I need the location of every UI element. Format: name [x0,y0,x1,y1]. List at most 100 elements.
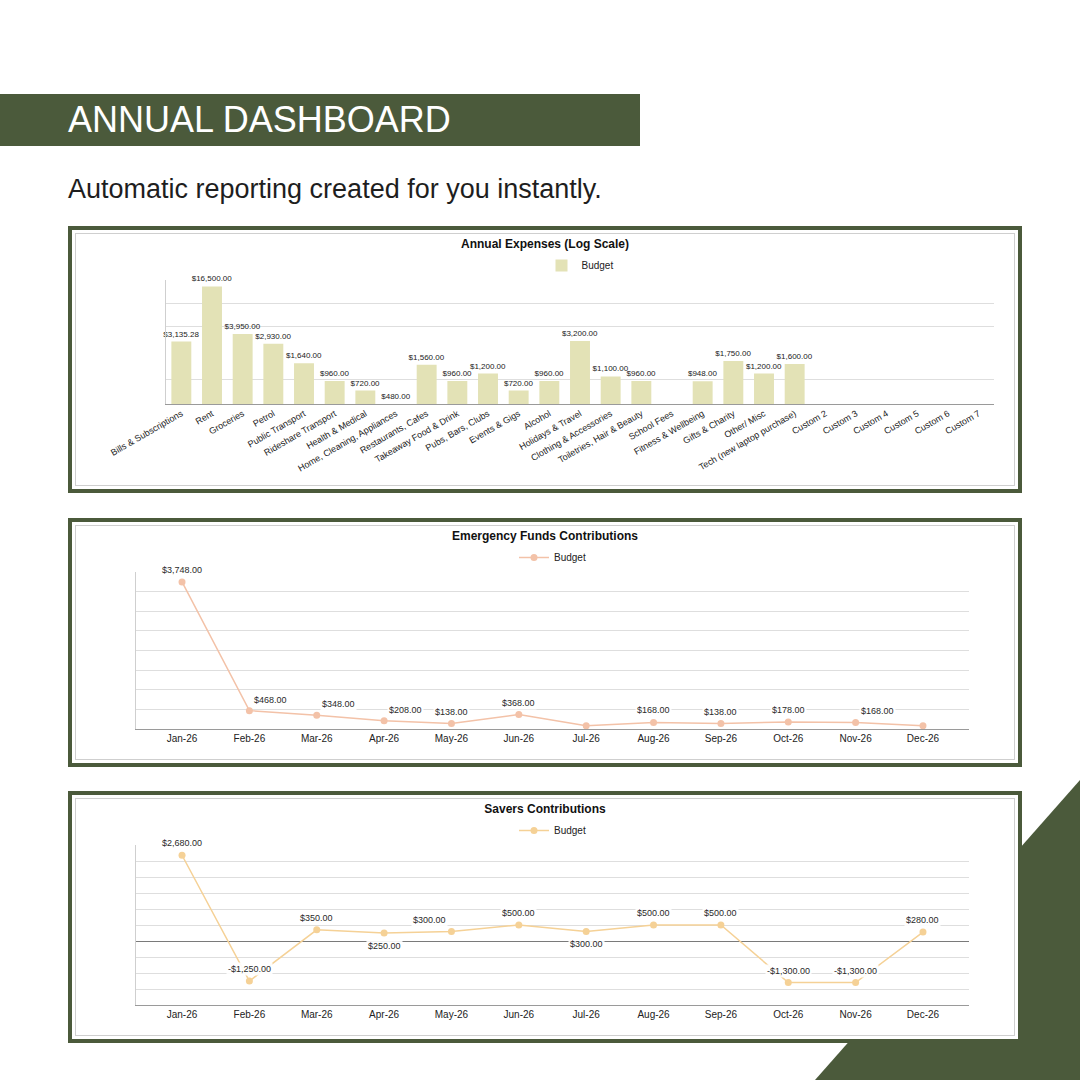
svg-text:-$1,250.00: -$1,250.00 [228,964,271,974]
svg-text:Budget: Budget [554,825,586,836]
svg-text:-$1,300.00: -$1,300.00 [767,966,810,976]
svg-text:$16,500.00: $16,500.00 [192,274,233,283]
svg-text:Other/ Misc: Other/ Misc [722,408,767,440]
svg-text:Budget: Budget [582,260,614,271]
svg-text:$1,100.00: $1,100.00 [593,364,629,373]
svg-text:Aug-26: Aug-26 [637,733,670,744]
svg-text:-$1,300.00: -$1,300.00 [834,966,877,976]
svg-text:School Fees: School Fees [627,408,676,442]
svg-text:Health & Medical: Health & Medical [305,408,369,451]
svg-text:Nov-26: Nov-26 [839,1009,872,1020]
svg-text:Feb-26: Feb-26 [234,1009,266,1020]
svg-text:Dec-26: Dec-26 [907,1009,940,1020]
svg-text:Oct-26: Oct-26 [773,733,803,744]
svg-text:$138.00: $138.00 [435,707,468,717]
svg-text:Mar-26: Mar-26 [301,1009,333,1020]
svg-text:$960.00: $960.00 [627,369,656,378]
svg-text:Bills & Subscriptions: Bills & Subscriptions [109,408,185,458]
svg-text:$368.00: $368.00 [502,698,535,708]
html-text:ANNUAL DASHBOARD: ANNUAL DASHBOARD [68,99,451,140]
svg-text:$1,560.00: $1,560.00 [409,353,445,362]
svg-text:$960.00: $960.00 [320,369,349,378]
svg-text:Annual Expenses (Log Scale): Annual Expenses (Log Scale) [461,237,629,251]
svg-text:$468.00: $468.00 [254,695,287,705]
svg-text:Mar-26: Mar-26 [301,733,333,744]
svg-text:$3,200.00: $3,200.00 [562,329,598,338]
svg-text:Restaurants, Cafes: Restaurants, Cafes [358,408,430,455]
svg-text:Apr-26: Apr-26 [369,1009,399,1020]
svg-text:Jan-26: Jan-26 [167,1009,198,1020]
svg-text:Feb-26: Feb-26 [234,733,266,744]
svg-text:Takeaway Food & Drink: Takeaway Food & Drink [373,408,461,464]
svg-text:Budget: Budget [554,552,586,563]
svg-text:Home, Cleaning, Appliances: Home, Cleaning, Appliances [296,408,399,473]
svg-text:$1,200.00: $1,200.00 [746,362,782,371]
svg-text:$960.00: $960.00 [443,369,472,378]
svg-text:Groceries: Groceries [207,408,246,436]
svg-text:$3,950.00: $3,950.00 [225,322,261,331]
svg-text:$168.00: $168.00 [861,706,894,716]
svg-text:Dec-26: Dec-26 [907,733,940,744]
svg-text:Custom 3: Custom 3 [821,408,859,436]
svg-text:$3,135.28: $3,135.28 [163,330,199,339]
svg-text:$178.00: $178.00 [772,705,805,715]
svg-text:$960.00: $960.00 [535,369,564,378]
svg-text:$300.00: $300.00 [570,939,603,949]
svg-text:Public Transport: Public Transport [246,408,308,449]
svg-text:Gifts & Charity: Gifts & Charity [681,408,737,446]
svg-text:Jun-26: Jun-26 [504,1009,535,1020]
svg-text:$300.00: $300.00 [413,915,446,925]
svg-text:Custom 2: Custom 2 [790,408,828,436]
svg-text:May-26: May-26 [435,1009,469,1020]
svg-text:$1,640.00: $1,640.00 [286,351,322,360]
svg-text:Savers Contributions: Savers Contributions [484,802,606,816]
svg-text:Clothing & Accessories: Clothing & Accessories [529,408,614,463]
svg-text:$2,930.00: $2,930.00 [255,332,291,341]
svg-text:Pubs, Bars, Clubs: Pubs, Bars, Clubs [424,408,492,453]
svg-text:$720.00: $720.00 [351,379,380,388]
svg-text:Custom 6: Custom 6 [913,408,951,436]
svg-text:$3,748.00: $3,748.00 [162,565,202,575]
svg-text:Jul-26: Jul-26 [573,1009,601,1020]
svg-text:Rent: Rent [194,408,216,426]
svg-text:Oct-26: Oct-26 [773,1009,803,1020]
svg-text:$500.00: $500.00 [704,908,737,918]
svg-text:Events & Gigs: Events & Gigs [468,408,523,445]
svg-text:$500.00: $500.00 [637,908,670,918]
svg-text:Tech (new laptop purchase): Tech (new laptop purchase) [697,408,798,472]
svg-text:Jul-26: Jul-26 [573,733,601,744]
svg-text:$2,680.00: $2,680.00 [162,838,202,848]
svg-text:$208.00: $208.00 [389,705,422,715]
svg-text:$250.00: $250.00 [368,941,401,951]
svg-text:Toiletries, Hair & Beauty: Toiletries, Hair & Beauty [556,408,645,465]
svg-text:Jun-26: Jun-26 [504,733,535,744]
svg-text:Alcohol: Alcohol [522,408,553,431]
svg-text:$948.00: $948.00 [688,369,717,378]
svg-text:$138.00: $138.00 [704,707,737,717]
svg-text:$280.00: $280.00 [906,915,939,925]
svg-text:$1,200.00: $1,200.00 [470,362,506,371]
svg-text:Custom 4: Custom 4 [852,408,890,436]
svg-text:$720.00: $720.00 [504,379,533,388]
svg-text:Sep-26: Sep-26 [705,733,738,744]
svg-text:Jan-26: Jan-26 [167,733,198,744]
svg-text:Apr-26: Apr-26 [369,733,399,744]
svg-text:Aug-26: Aug-26 [637,1009,670,1020]
svg-text:Sep-26: Sep-26 [705,1009,738,1020]
svg-text:$350.00: $350.00 [300,913,333,923]
svg-text:Fitness & Wellbeing: Fitness & Wellbeing [632,408,706,456]
svg-text:Emergency Funds Contributions: Emergency Funds Contributions [452,529,638,543]
svg-text:$500.00: $500.00 [502,908,535,918]
svg-text:$480.00: $480.00 [381,392,410,401]
svg-text:$348.00: $348.00 [322,699,355,709]
svg-text:Holidays & Travel: Holidays & Travel [518,408,584,452]
svg-text:Custom 5: Custom 5 [882,408,920,436]
svg-text:$1,600.00: $1,600.00 [777,352,813,361]
svg-text:Nov-26: Nov-26 [839,733,872,744]
svg-text:Petrol: Petrol [251,408,276,428]
svg-text:Rideshare Transport: Rideshare Transport [262,408,338,458]
svg-text:$1,750.00: $1,750.00 [715,349,751,358]
svg-text:Custom 7: Custom 7 [944,408,982,436]
svg-text:$168.00: $168.00 [637,705,670,715]
svg-text:May-26: May-26 [435,733,469,744]
